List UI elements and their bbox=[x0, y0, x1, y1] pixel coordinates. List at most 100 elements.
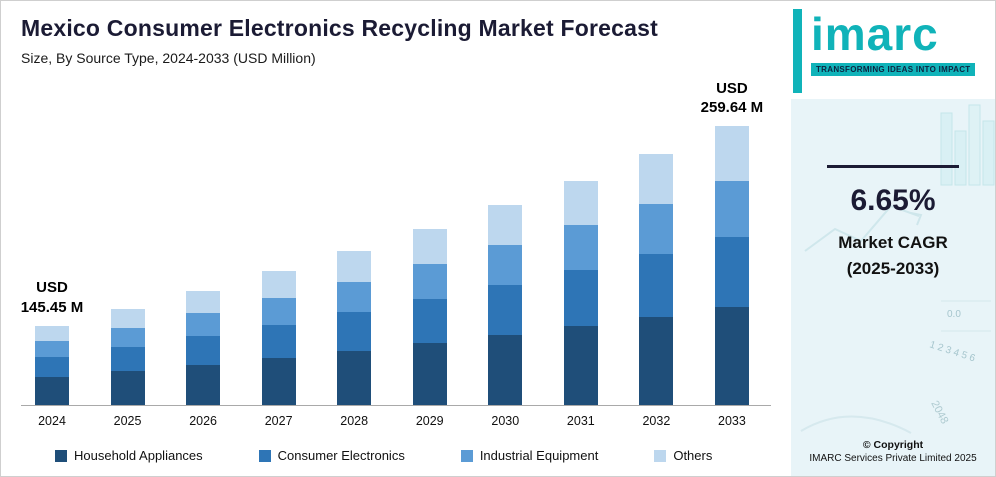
legend-label: Industrial Equipment bbox=[479, 448, 599, 463]
x-axis-label: 2031 bbox=[566, 414, 595, 428]
bar-segment-consumer-electronics bbox=[110, 347, 145, 372]
bar-stack bbox=[337, 250, 372, 405]
bar-column: USD 145.45 M bbox=[21, 94, 83, 406]
imarc-logo: imarc bbox=[811, 8, 939, 60]
decorative-sketch-svg: 0.0 1 2 3 4 5 6 2048 bbox=[800, 104, 995, 434]
x-axis-labels: 2024 2025 2026 2027 2028 2029 2030 2031 2032 2033 bbox=[21, 414, 771, 428]
bar-stack bbox=[412, 228, 447, 405]
bar-segment-others bbox=[639, 154, 674, 205]
bar-segment-consumer-electronics bbox=[186, 336, 221, 365]
bar-segment-industrial-equipment bbox=[261, 297, 296, 325]
legend-label: Consumer Electronics bbox=[277, 448, 405, 463]
decorative-line-sketch bbox=[800, 204, 991, 434]
bar-segment-consumer-electronics bbox=[35, 357, 69, 378]
legend-item: Industrial Equipment bbox=[460, 448, 599, 463]
legend-swatch bbox=[654, 449, 667, 462]
logo-tagline: TRANSFORMING IDEAS INTO IMPACT bbox=[811, 62, 976, 76]
bar-column bbox=[407, 94, 453, 405]
bar-segment-consumer-electronics bbox=[563, 270, 598, 327]
cagr-divider bbox=[827, 165, 959, 168]
bar-segment-others bbox=[488, 205, 523, 246]
bar-segment-household-appliances bbox=[488, 335, 523, 405]
bar-segment-household-appliances bbox=[261, 358, 296, 405]
bar-column bbox=[482, 94, 528, 405]
legend-label: Household Appliances bbox=[74, 448, 203, 463]
bar-stack bbox=[35, 325, 69, 406]
bar-segment-consumer-electronics bbox=[714, 237, 749, 308]
bar-annotation: USD 145.45 M bbox=[20, 279, 84, 316]
legend-swatch bbox=[258, 449, 271, 462]
copyright-line2: IMARC Services Private Limited 2025 bbox=[809, 453, 977, 464]
bar-segment-household-appliances bbox=[639, 317, 674, 406]
imarc-logo-card: imarc TRANSFORMING IDEAS INTO IMPACT bbox=[791, 1, 995, 99]
bar-segment-household-appliances bbox=[563, 326, 598, 405]
chart-plot: USD 145.45 M USD 259.64 M bbox=[21, 80, 771, 406]
cagr-block: 6.65% Market CAGR (2025-2033) bbox=[791, 165, 995, 281]
bar-segment-others bbox=[110, 308, 145, 328]
bar-segment-industrial-equipment bbox=[714, 181, 749, 238]
copyright-line1: © Copyright bbox=[862, 439, 924, 451]
legend-item: Consumer Electronics bbox=[258, 448, 405, 463]
bar-annotation: USD 259.64 M bbox=[700, 79, 764, 117]
bar-column bbox=[105, 94, 151, 405]
bar-segment-others bbox=[35, 325, 69, 342]
bar-column bbox=[633, 94, 679, 406]
bar-stack bbox=[186, 290, 221, 406]
bar-stack bbox=[714, 125, 749, 405]
copyright: © Copyright IMARC Services Private Limit… bbox=[791, 439, 995, 464]
bar-stack bbox=[563, 180, 598, 406]
legend-swatch bbox=[55, 449, 67, 462]
bar-segment-consumer-electronics bbox=[412, 299, 447, 344]
bar-segment-industrial-equipment bbox=[488, 245, 523, 286]
x-axis-label: 2027 bbox=[264, 414, 293, 428]
bar-segment-household-appliances bbox=[110, 371, 145, 405]
bar-segment-industrial-equipment bbox=[35, 341, 69, 358]
bar-segment-consumer-electronics bbox=[261, 324, 296, 359]
bar-segment-others bbox=[714, 125, 749, 182]
logo-accent-bar bbox=[793, 9, 802, 93]
x-axis-label: 2033 bbox=[718, 414, 746, 428]
x-axis-label: 2028 bbox=[340, 414, 369, 428]
bar-segment-household-appliances bbox=[412, 343, 447, 405]
bar-segment-industrial-equipment bbox=[186, 313, 221, 337]
x-axis-label: 2032 bbox=[642, 414, 671, 428]
cagr-label-line2: (2025-2033) bbox=[846, 258, 940, 278]
bar-column bbox=[256, 94, 302, 405]
cagr-value: 6.65% bbox=[850, 184, 936, 217]
bar-segment-industrial-equipment bbox=[412, 264, 447, 300]
bar-segment-consumer-electronics bbox=[639, 254, 674, 318]
bar-column bbox=[180, 94, 226, 406]
decorative-bar-sketch bbox=[940, 104, 995, 186]
bar-segment-industrial-equipment bbox=[563, 225, 598, 271]
bar-segment-others bbox=[261, 271, 296, 298]
bar-segment-others bbox=[186, 290, 221, 314]
bar-segment-household-appliances bbox=[337, 350, 372, 405]
bar-segment-consumer-electronics bbox=[488, 285, 523, 336]
page-title: Mexico Consumer Electronics Recycling Ma… bbox=[21, 15, 658, 41]
bar-segment-household-appliances bbox=[186, 364, 221, 406]
x-axis-label: 2029 bbox=[415, 414, 444, 428]
bar-segment-others bbox=[563, 180, 598, 226]
page-subtitle: Size, By Source Type, 2024-2033 (USD Mil… bbox=[21, 50, 316, 66]
bar-stack bbox=[110, 308, 145, 405]
bar-stack bbox=[488, 205, 523, 405]
side-panel: 0.0 1 2 3 4 5 6 2048 imarc TRANSFORMING … bbox=[791, 1, 995, 476]
bar-segment-consumer-electronics bbox=[337, 312, 372, 351]
bar-segment-others bbox=[337, 250, 372, 282]
x-axis-label: 2025 bbox=[113, 414, 142, 428]
legend-label: Others bbox=[673, 448, 713, 463]
bar-column: USD 259.64 M bbox=[701, 80, 763, 405]
legend-swatch bbox=[460, 449, 473, 462]
legend: Household Appliances Consumer Electronics… bbox=[21, 448, 771, 463]
x-axis-label: 2030 bbox=[491, 414, 520, 428]
bars-row: USD 145.45 M USD 259.64 M bbox=[21, 80, 771, 406]
bar-column bbox=[331, 94, 377, 405]
cagr-label: Market CAGR (2025-2033) bbox=[791, 230, 995, 281]
cagr-label-line1: Market CAGR bbox=[838, 233, 948, 252]
bar-segment-industrial-equipment bbox=[337, 281, 372, 313]
decorative-number-2: 1 2 3 4 5 6 bbox=[928, 339, 977, 364]
decorative-number-1: 0.0 bbox=[947, 309, 961, 320]
x-axis-label: 2024 bbox=[38, 414, 66, 428]
bar-stack bbox=[261, 271, 296, 405]
